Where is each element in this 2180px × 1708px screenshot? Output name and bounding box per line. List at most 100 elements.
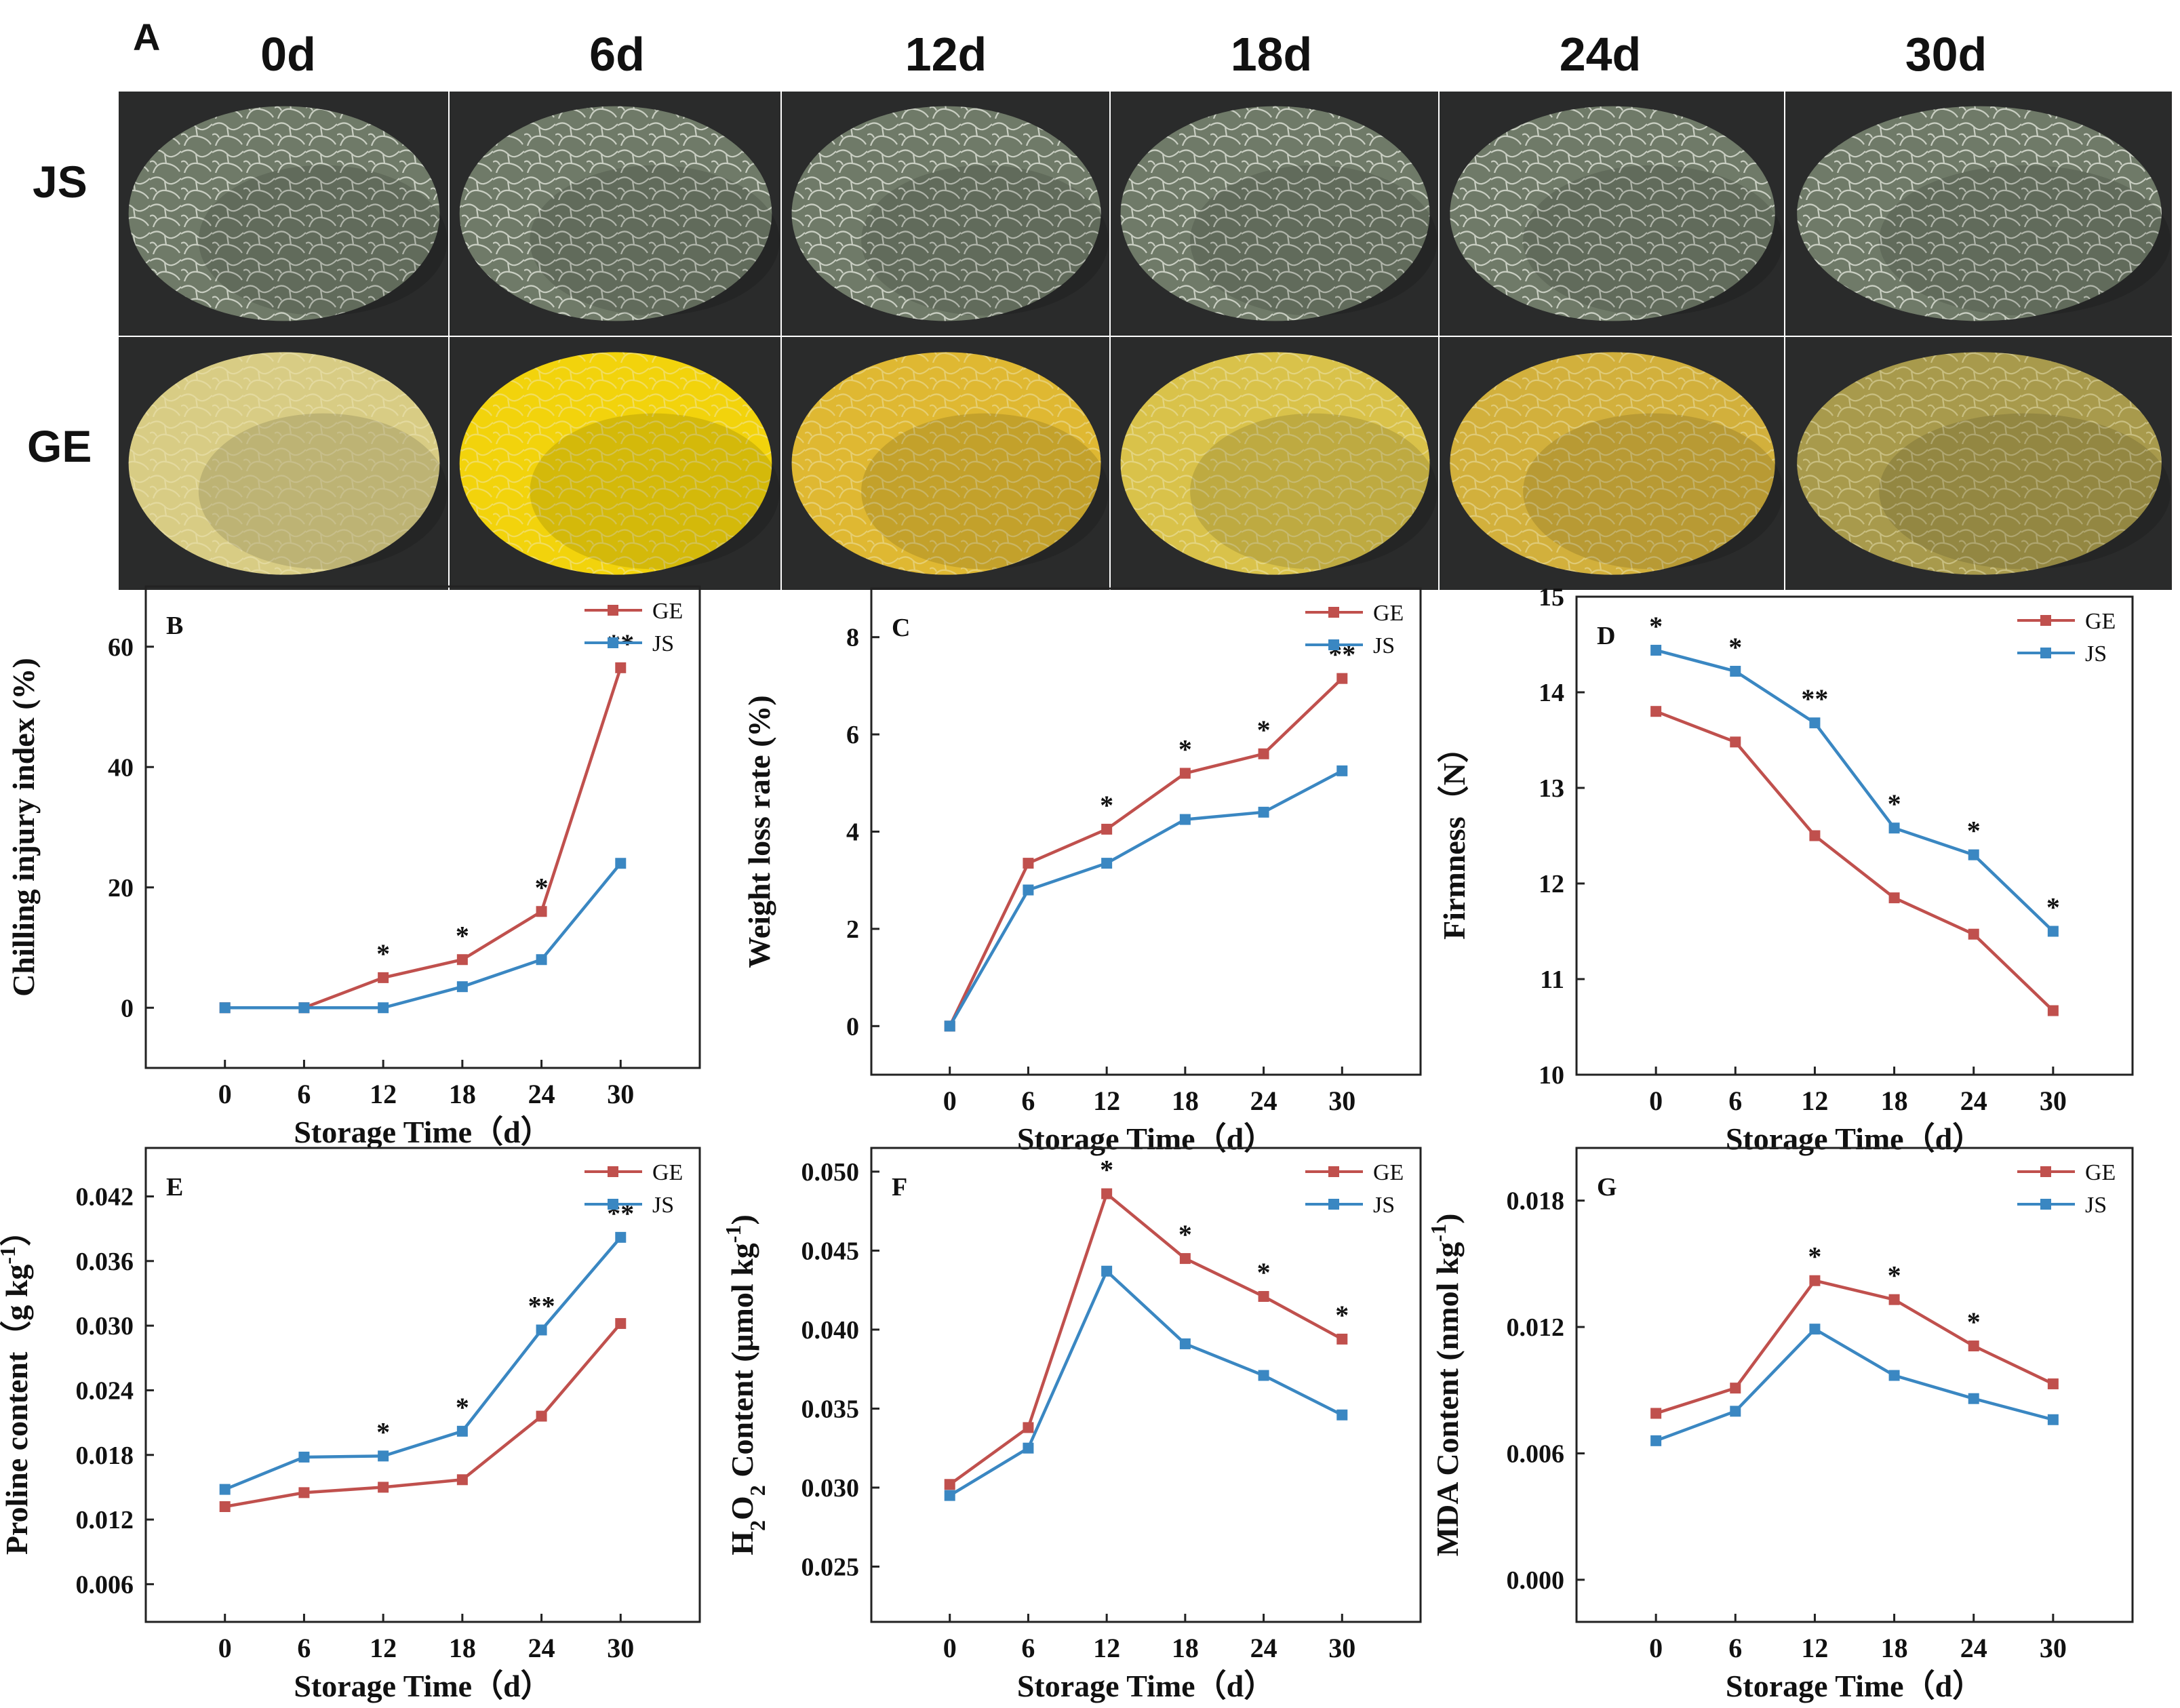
x-tick-label: 12	[1093, 1086, 1120, 1116]
data-point-ge	[1888, 892, 1900, 904]
y-axis-label: Weight loss rate (%)	[742, 695, 776, 968]
melon-shade	[198, 413, 448, 570]
data-point-ge	[1968, 1340, 1979, 1352]
melon-netting	[459, 106, 772, 321]
legend-marker-ge	[608, 605, 618, 616]
series-line-ge	[224, 667, 622, 1010]
data-point-js	[1968, 849, 1979, 860]
significance-marker: *	[1967, 816, 1981, 846]
x-tick-label: 30	[607, 1633, 634, 1663]
significance-marker: *	[1649, 611, 1663, 641]
y-tick-label: 13	[1539, 774, 1564, 803]
data-point-js	[378, 1002, 389, 1014]
data-point-ge	[378, 972, 389, 983]
chart-panel-b: B 0 6 12 18 24 30 0 20 40 60 Storage Time（d） Chillin…	[6, 585, 701, 1149]
legend-label-ge: GE	[1373, 601, 1404, 626]
legend-label-js: JS	[2085, 1193, 2107, 1218]
data-point-js	[1888, 1370, 1900, 1381]
series-line-js	[1655, 1327, 2054, 1442]
significance-marker: *	[1335, 1300, 1349, 1330]
legend-label-js: JS	[652, 631, 674, 656]
data-point-ge	[1101, 823, 1113, 835]
y-tick-label: 0.012	[1507, 1313, 1565, 1342]
legend-marker-js	[608, 1199, 618, 1210]
data-point-js	[944, 1490, 955, 1501]
melon-netting	[1450, 352, 1775, 575]
data-point-ge	[1968, 928, 1979, 940]
melon-shade	[1879, 413, 2171, 570]
data-point-js	[1809, 717, 1821, 729]
data-point-ge	[1336, 1333, 1348, 1345]
x-tick-label: 30	[2040, 1633, 2067, 1663]
melon-shade	[861, 413, 1109, 570]
legend-label-js: JS	[2085, 641, 2107, 667]
legend-label-js: JS	[1373, 633, 1395, 658]
data-point-js	[2047, 926, 2059, 937]
x-tick-label: 24	[1960, 1633, 1987, 1663]
legend-label-js: JS	[1373, 1193, 1395, 1218]
data-point-js	[1023, 884, 1034, 896]
day-label-30d: 30d	[1905, 28, 1987, 81]
y-tick-label: 0.006	[76, 1570, 134, 1599]
day-label-24d: 24d	[1559, 28, 1642, 81]
data-point-ge	[1730, 1383, 1741, 1394]
legend-marker-js	[1328, 639, 1339, 650]
x-tick-label: 24	[1250, 1633, 1277, 1663]
data-point-js	[1101, 858, 1113, 869]
y-tick-label: 0.000	[1507, 1566, 1565, 1595]
data-point-js	[615, 1231, 627, 1243]
plot-frame	[144, 585, 701, 1069]
significance-marker: *	[1728, 632, 1742, 662]
y-tick-label: 0.018	[1507, 1187, 1565, 1216]
melon-netting	[1120, 106, 1430, 321]
x-axis-label: Storage Time（d）	[1726, 1121, 1983, 1156]
data-point-ge	[1023, 1422, 1034, 1433]
x-tick-label: 12	[370, 1079, 397, 1109]
x-tick-label: 0	[218, 1633, 232, 1663]
series-line-ge	[224, 1322, 622, 1509]
x-tick-label: 30	[607, 1079, 634, 1109]
y-tick-label: 0.035	[801, 1395, 860, 1423]
melon-shade	[1879, 165, 2171, 316]
y-tick-label: 2	[846, 915, 859, 944]
x-tick-label: 6	[1021, 1086, 1035, 1116]
significance-marker: *	[1178, 734, 1192, 764]
data-point-js	[1650, 1435, 1662, 1446]
data-point-js	[298, 1002, 310, 1014]
data-point-js	[1101, 1265, 1113, 1277]
significance-marker: *	[2046, 892, 2060, 923]
melon-netting	[791, 352, 1101, 575]
data-point-js	[536, 1324, 547, 1336]
data-point-ge	[1101, 1188, 1113, 1199]
y-tick-label: 11	[1540, 966, 1564, 994]
significance-marker: *	[1257, 715, 1271, 745]
x-tick-label: 18	[1172, 1086, 1199, 1116]
data-point-ge	[456, 954, 468, 966]
x-tick-label: 24	[1960, 1086, 1987, 1116]
melon-shade	[861, 165, 1109, 316]
significance-marker: *	[456, 1392, 469, 1423]
data-point-ge	[615, 1317, 627, 1329]
x-axis-label: Storage Time（d）	[1017, 1121, 1275, 1156]
data-point-ge	[944, 1479, 955, 1490]
data-point-js	[1179, 814, 1191, 825]
x-tick-label: 18	[1881, 1086, 1908, 1116]
y-tick-label: 0.018	[76, 1442, 134, 1470]
significance-marker: **	[528, 1290, 555, 1321]
melon-netting	[1450, 106, 1775, 321]
melon-shade	[530, 165, 780, 316]
day-label-18d: 18d	[1230, 28, 1313, 81]
y-axis-label: Proline content（g kg-1）	[0, 1215, 34, 1555]
data-point-ge	[1336, 673, 1348, 684]
x-tick-label: 0	[943, 1086, 957, 1116]
x-tick-label: 30	[1328, 1086, 1355, 1116]
x-tick-label: 6	[297, 1633, 311, 1663]
x-tick-label: 18	[1881, 1633, 1908, 1663]
row-label-ge: GE	[27, 421, 92, 471]
data-point-ge	[1650, 1408, 1662, 1419]
data-point-js	[1023, 1442, 1034, 1454]
chart-panel-d: D 0 6 12 18 24 30 10 11 12 13 14 15 Storage Time（d） Fi…	[1437, 583, 2134, 1156]
x-tick-label: 0	[943, 1633, 957, 1663]
